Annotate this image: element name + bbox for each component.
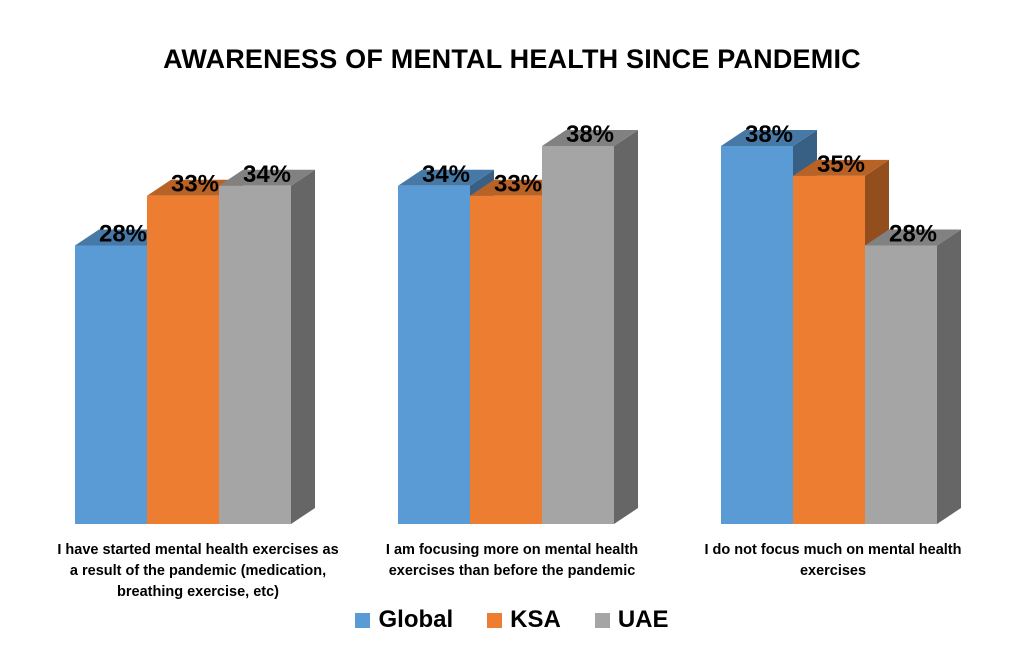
data-label-ksa-2: 33% (494, 171, 542, 198)
category-label-1: I have started mental health exercises a… (57, 542, 339, 600)
bar-top-uae-3 (865, 229, 961, 246)
bar-side-uae-2 (614, 130, 638, 524)
bar-top-ksa-3 (793, 159, 889, 176)
bar-global-3 (721, 146, 793, 524)
bar-uae-3 (865, 245, 937, 524)
bar-uae-1 (219, 185, 291, 524)
bar-global-1 (75, 245, 147, 524)
legend-item-global: Global (355, 606, 453, 634)
data-labels: 28% 33% 34% 34% 33% 38% 38% 35% 28% (99, 121, 937, 247)
legend-item-uae: UAE (594, 606, 669, 634)
legend-item-ksa: KSA (487, 606, 561, 634)
legend-label-global: Global (378, 606, 454, 633)
legend-swatch-ksa (487, 612, 503, 628)
data-label-global-3: 38% (745, 121, 793, 148)
bar-top-global-2 (398, 169, 494, 186)
chart-title: AWARENESS OF MENTAL HEALTH SINCE PANDEMI… (163, 44, 861, 74)
data-label-uae-3: 28% (889, 220, 937, 247)
bar-top-uae-2 (542, 130, 638, 146)
bar-ksa-3 (793, 175, 865, 524)
bar-ksa-1 (147, 195, 219, 524)
bar-uae-2 (542, 146, 614, 524)
category-label-3: I do not focus much on mental health exe… (704, 542, 962, 579)
bar-top-global-3 (721, 130, 817, 146)
category-label-2: I am focusing more on mental health exer… (385, 542, 639, 579)
data-label-global-2: 34% (422, 161, 470, 188)
data-label-ksa-1: 33% (171, 171, 219, 198)
bar-side-uae-3 (937, 229, 961, 524)
legend-swatch-uae (594, 612, 610, 628)
bar-top-uae-1 (219, 169, 315, 186)
legend-swatch-global (355, 612, 371, 628)
data-label-uae-1: 34% (243, 161, 291, 188)
bar-side-uae-1 (291, 169, 315, 524)
legend-label-ksa: KSA (510, 606, 561, 633)
data-label-ksa-3: 35% (817, 151, 865, 178)
legend: Global KSA UAE (0, 606, 1024, 634)
data-label-global-1: 28% (99, 220, 147, 247)
data-label-uae-2: 38% (566, 121, 614, 148)
bar-global-2 (398, 185, 470, 524)
legend-label-uae: UAE (617, 606, 669, 633)
bar-ksa-2 (470, 195, 542, 524)
